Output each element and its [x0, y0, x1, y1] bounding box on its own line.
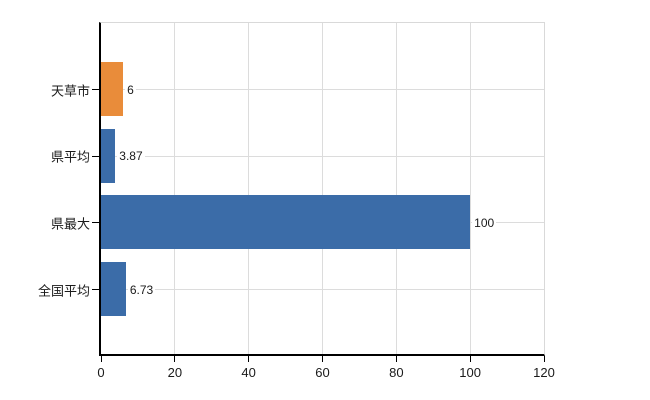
x-axis-tick-40 — [248, 356, 250, 362]
y-tick-ken-heikin — [92, 155, 99, 157]
bar-zenkoku-heikin — [101, 262, 126, 316]
h-gridline-zenkoku-heikin — [101, 289, 544, 290]
bar-value-label-ken-saidai: 100 — [472, 215, 497, 231]
x-axis-tick-120 — [543, 356, 545, 362]
plot-area: 6 天草市 3.87 県平均 100 県最大 6.73 全国平均 0 20 40 60 80 100 120 — [38, 22, 555, 380]
category-label-zenkoku-heikin: 全国平均 — [37, 283, 90, 298]
x-axis-tick-label-80: 80 — [389, 365, 404, 380]
category-label-ken-heikin: 県平均 — [50, 149, 90, 165]
v-gridline-80 — [395, 23, 397, 354]
x-axis-tick-label-40: 40 — [241, 365, 256, 380]
x-axis-tick-0 — [100, 356, 102, 362]
x-axis-tick-label-60: 60 — [315, 365, 330, 380]
x-axis-tick-label-0: 0 — [97, 365, 105, 380]
bar-value-label-zenkoku-heikin: 6.73 — [127, 282, 156, 297]
x-axis-tick-80 — [395, 356, 397, 362]
bar-value-label-amakusa-shi: 6 — [125, 82, 136, 97]
bar-value-label-ken-heikin: 3.87 — [117, 148, 145, 164]
h-gridline-ken-heikin — [101, 155, 544, 157]
bar-amakusa-shi — [101, 62, 124, 116]
x-axis-tick-label-120: 120 — [533, 365, 555, 380]
bar-ken-heikin — [101, 128, 116, 183]
category-label-amakusa-shi: 天草市 — [50, 83, 90, 98]
x-axis-tick-20 — [174, 356, 176, 362]
v-gridline-60 — [322, 23, 323, 354]
category-label-ken-saidai: 県最大 — [50, 216, 90, 232]
x-axis-tick-label-100: 100 — [459, 365, 482, 380]
y-tick-ken-saidai — [92, 222, 99, 224]
bar-ken-saidai — [101, 195, 471, 250]
h-gridline-amakusa-shi — [101, 89, 544, 90]
x-axis-tick-60 — [322, 356, 323, 362]
y-tick-amakusa-shi — [92, 89, 99, 90]
v-gridline-100 — [469, 23, 471, 354]
v-gridline-40 — [248, 23, 250, 354]
v-gridline-20 — [174, 23, 176, 354]
y-tick-zenkoku-heikin — [92, 289, 99, 290]
x-axis-tick-label-20: 20 — [167, 365, 183, 380]
x-axis-tick-100 — [469, 356, 471, 362]
